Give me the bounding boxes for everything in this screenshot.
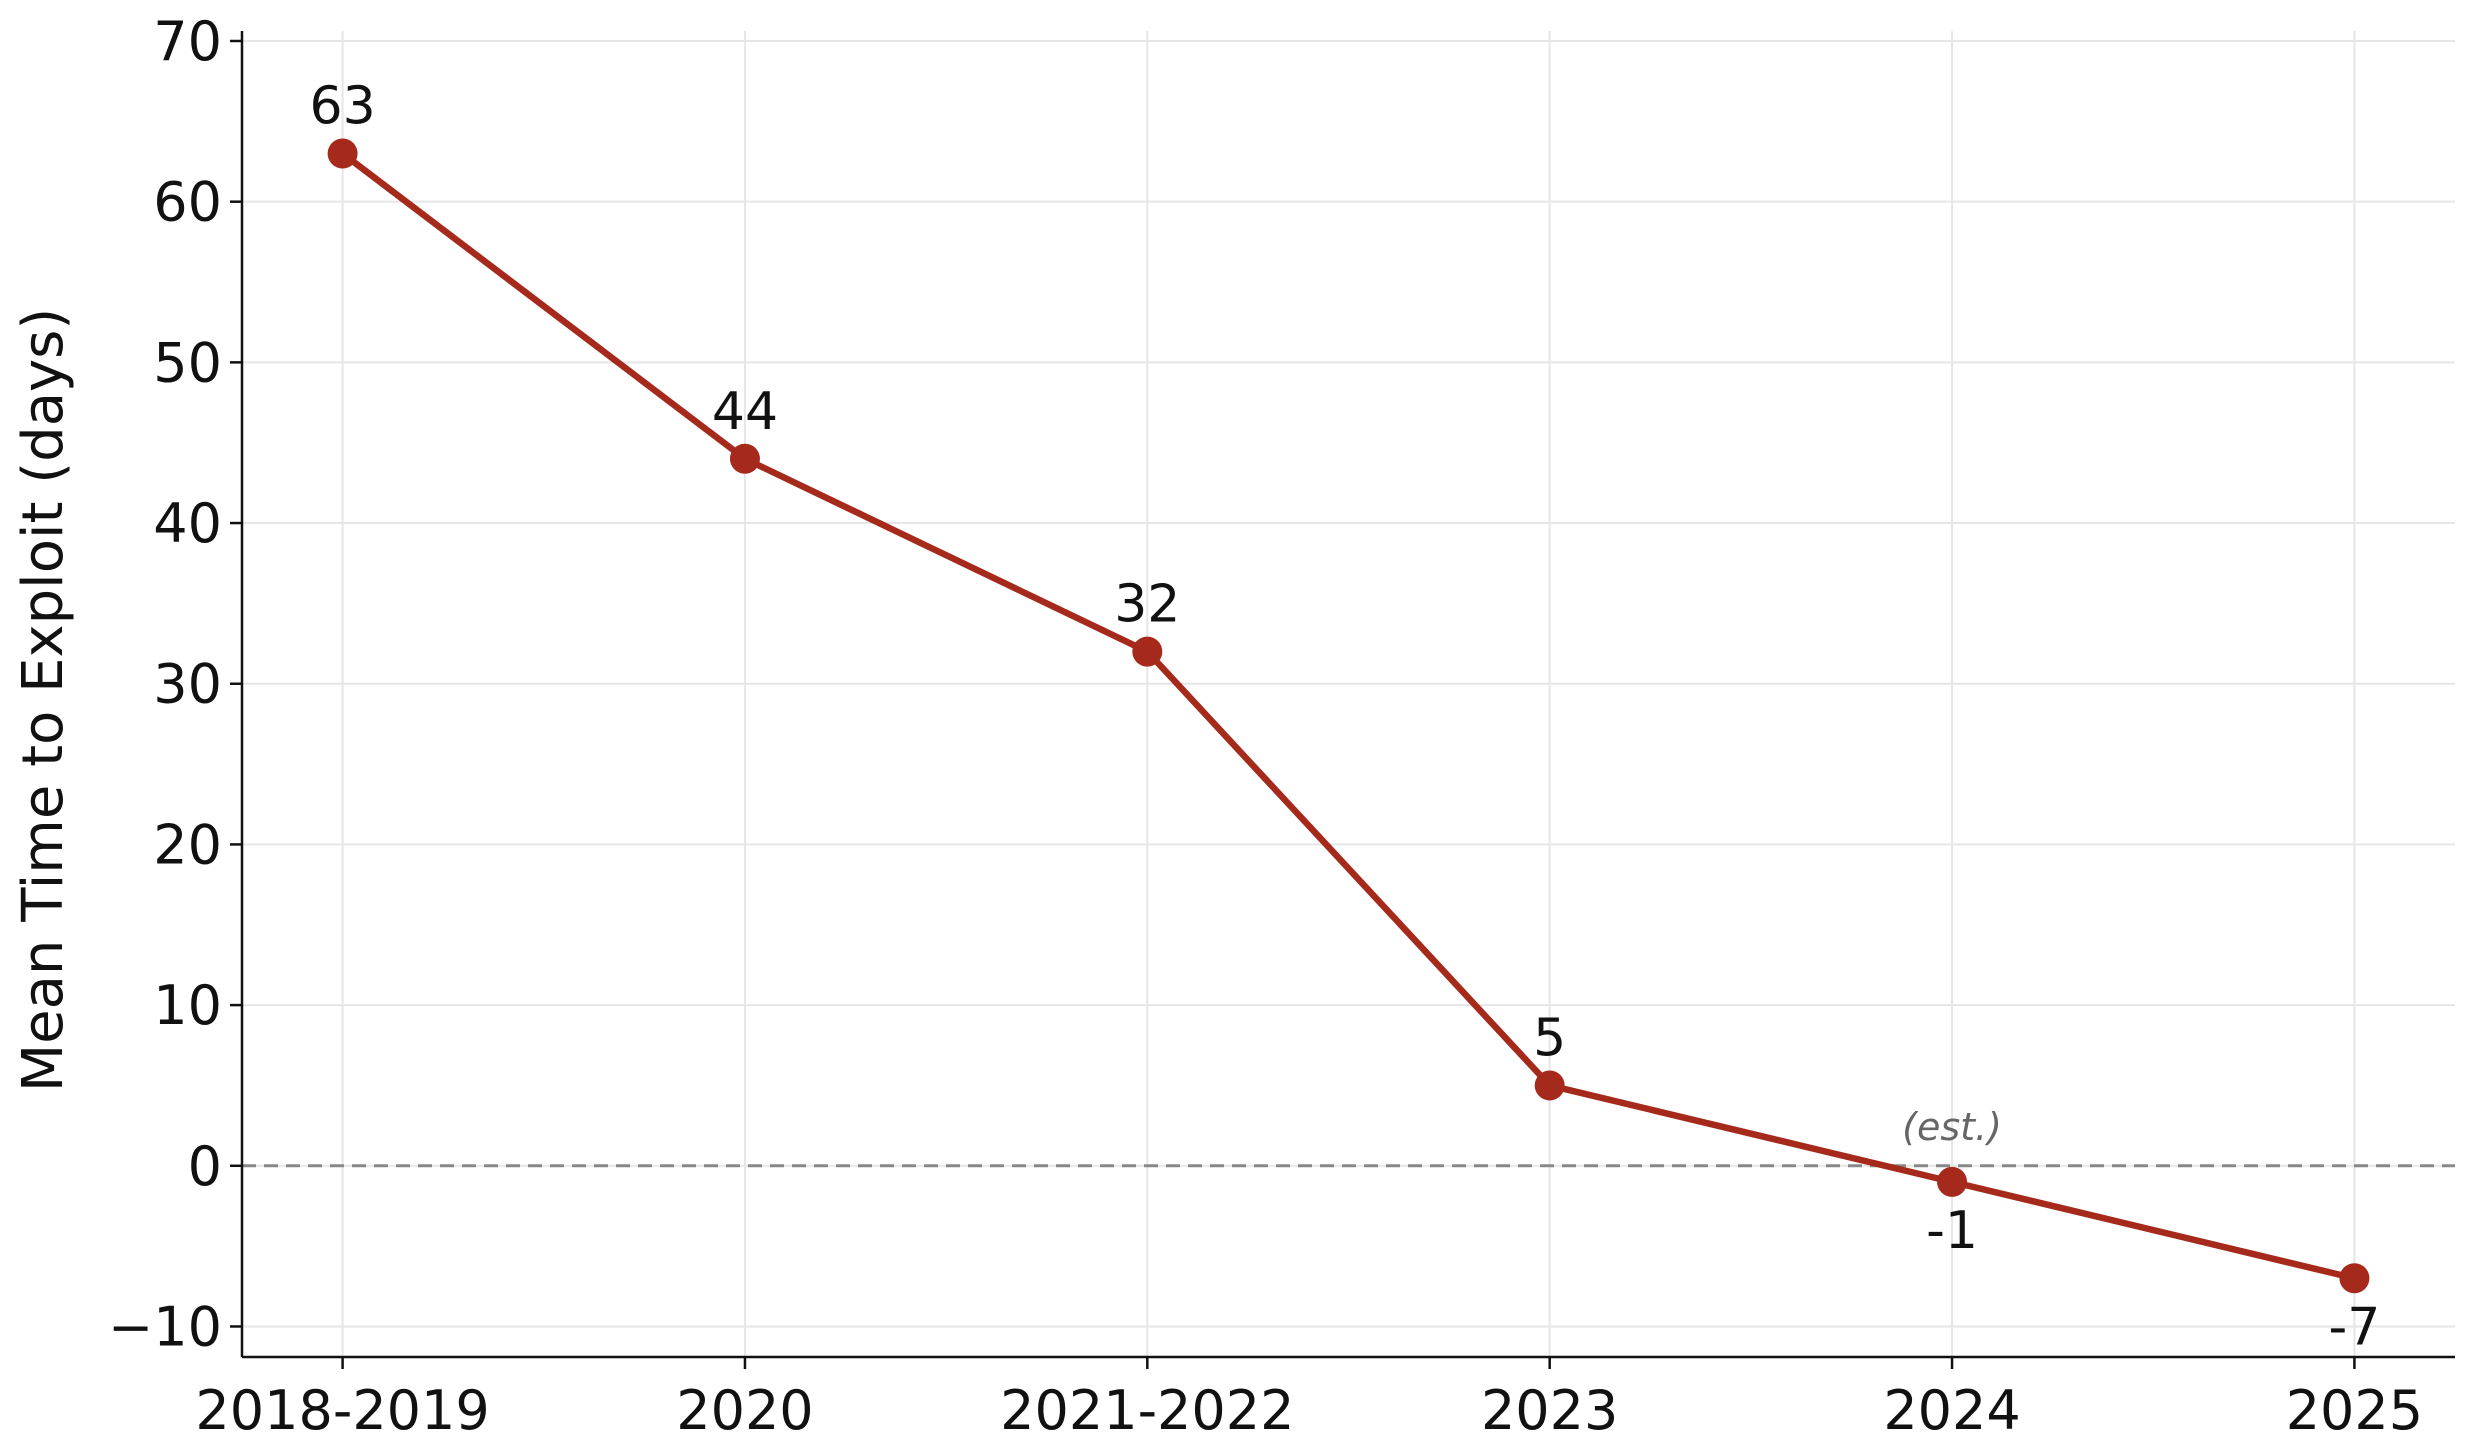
x-tick-label: 2021-2022 bbox=[1000, 1379, 1294, 1442]
annotation: (est.) bbox=[1902, 1105, 2002, 1149]
marker bbox=[729, 443, 760, 474]
marker bbox=[327, 138, 358, 169]
y-tick-label: 30 bbox=[153, 653, 222, 716]
data-label: -7 bbox=[2328, 1297, 2380, 1357]
data-label: 5 bbox=[1533, 1008, 1566, 1068]
data-label: 32 bbox=[1114, 575, 1180, 635]
y-tick-label: 60 bbox=[153, 171, 222, 234]
y-tick-label: −10 bbox=[108, 1295, 222, 1358]
marker bbox=[1534, 1070, 1565, 1101]
x-tick-label: 2023 bbox=[1481, 1379, 1618, 1442]
marker bbox=[1132, 636, 1163, 667]
y-tick-label: 0 bbox=[188, 1135, 222, 1198]
data-label: -1 bbox=[1926, 1201, 1978, 1261]
y-tick-label: 70 bbox=[153, 10, 222, 73]
data-label: 63 bbox=[310, 76, 376, 136]
y-tick-label: 40 bbox=[153, 492, 222, 555]
x-tick-label: 2025 bbox=[2286, 1379, 2423, 1442]
y-tick-label: 10 bbox=[153, 974, 222, 1037]
data-label: 44 bbox=[712, 382, 778, 442]
y-tick-label: 20 bbox=[153, 813, 222, 876]
y-tick-label: 50 bbox=[153, 331, 222, 394]
x-tick-label: 2018-2019 bbox=[195, 1379, 489, 1442]
marker bbox=[2339, 1263, 2370, 1294]
marker bbox=[1937, 1166, 1968, 1197]
line bbox=[340, 150, 2356, 1282]
x-tick-label: 2024 bbox=[1883, 1379, 2020, 1442]
x-tick-label: 2020 bbox=[676, 1379, 813, 1442]
y-axis-label: Mean Time to Exploit (days) bbox=[11, 308, 76, 1092]
